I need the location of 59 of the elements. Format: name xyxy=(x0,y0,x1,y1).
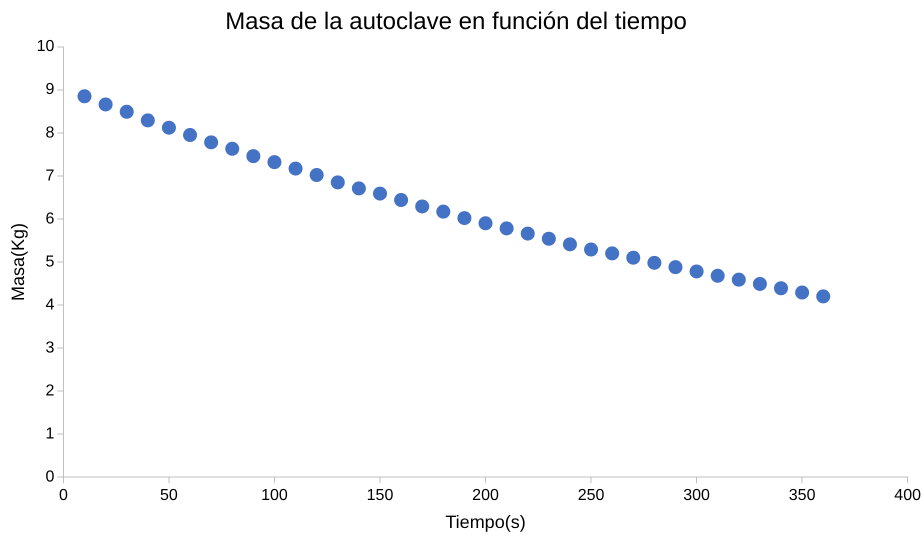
x-tick-label: 250 xyxy=(578,487,604,504)
x-tick-label: 100 xyxy=(261,487,288,504)
point xyxy=(162,120,176,135)
y-tick-label: 3 xyxy=(45,339,54,356)
point xyxy=(225,142,240,156)
point xyxy=(774,281,788,296)
chart-title: Masa de la autoclave en función del tiempo xyxy=(225,8,687,36)
point xyxy=(605,246,620,260)
point xyxy=(120,104,134,119)
x-tick-label: 150 xyxy=(366,487,394,504)
point xyxy=(246,149,260,164)
point xyxy=(752,276,767,291)
y-tick-label: 0 xyxy=(45,468,54,486)
y-tick-label: 8 xyxy=(45,124,54,142)
x-tick-label: 350 xyxy=(788,487,816,504)
point xyxy=(140,113,155,128)
point xyxy=(710,268,725,283)
x-axis-title: Tiempo(s) xyxy=(445,512,526,532)
point xyxy=(542,232,556,246)
y-tick-label: 9 xyxy=(45,81,54,98)
y-tick-label: 6 xyxy=(45,210,54,228)
point xyxy=(288,162,303,176)
point xyxy=(690,264,704,278)
point xyxy=(816,289,830,304)
y-tick-label: 7 xyxy=(45,167,54,184)
point xyxy=(204,135,218,150)
point xyxy=(478,216,493,230)
y-tick-label: 10 xyxy=(36,38,54,56)
x-tick-label: 200 xyxy=(472,487,499,504)
y-tick-label: 5 xyxy=(45,253,54,270)
point xyxy=(372,186,387,201)
x-tick-label: 0 xyxy=(58,487,68,504)
point xyxy=(520,226,535,241)
y-tick-label: 4 xyxy=(45,296,54,314)
point xyxy=(415,199,430,214)
y-tick-label: 2 xyxy=(45,382,54,400)
point xyxy=(626,250,640,265)
point xyxy=(562,237,577,252)
point xyxy=(668,260,682,274)
point xyxy=(267,155,282,170)
point xyxy=(394,193,408,208)
point xyxy=(500,221,514,236)
point xyxy=(795,286,810,300)
y-axis-title: Masa(Kg) xyxy=(8,222,28,302)
point xyxy=(183,128,198,142)
point xyxy=(78,89,92,104)
y-tick-label: 1 xyxy=(45,426,54,443)
point xyxy=(352,181,366,196)
x-tick-label: 50 xyxy=(160,487,178,504)
point xyxy=(584,242,598,257)
point xyxy=(330,175,345,190)
point xyxy=(457,211,472,226)
x-tick-label: 400 xyxy=(894,487,922,504)
point xyxy=(310,168,324,182)
point xyxy=(647,256,662,270)
point xyxy=(732,272,746,287)
point xyxy=(98,97,113,112)
x-tick-label: 300 xyxy=(683,487,710,504)
point xyxy=(436,204,450,219)
